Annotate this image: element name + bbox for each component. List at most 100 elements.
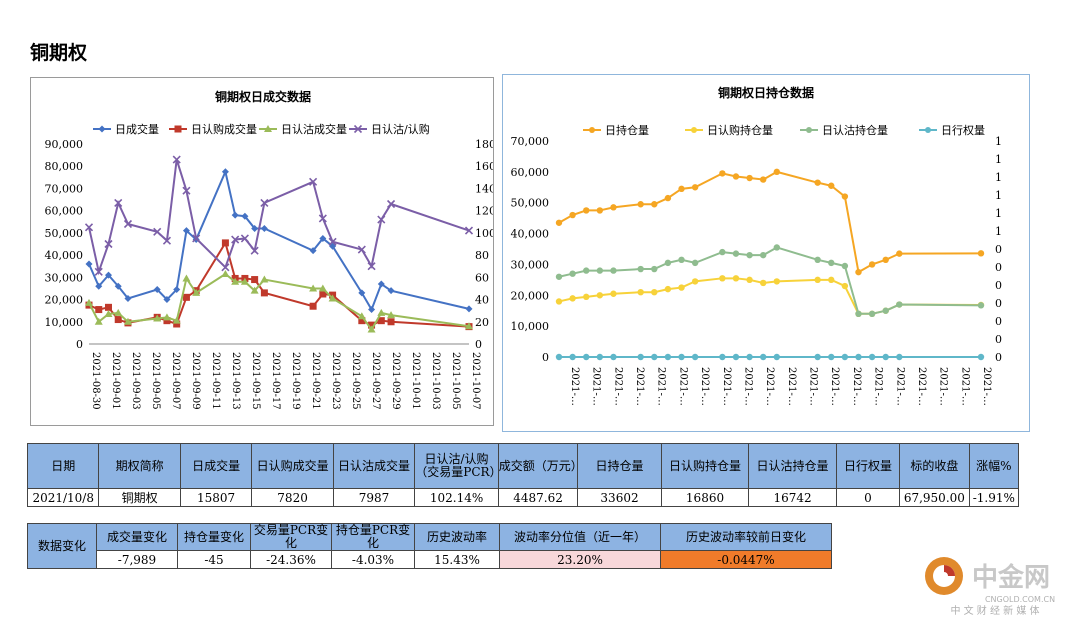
data-point (828, 259, 835, 267)
data-point (882, 307, 889, 314)
x-tick-label: 2021-10-01 (410, 352, 421, 410)
y-left-tick-label: 20,000 (45, 294, 84, 307)
header-cell: 成交额（万元） (497, 443, 583, 489)
data-point (841, 193, 849, 200)
legend-marker (174, 125, 182, 133)
data-point (309, 177, 318, 186)
x-tick-label: 2021-09-05 (150, 352, 161, 410)
x-tick-label: 2021-09-03 (130, 352, 141, 410)
data-point (868, 310, 876, 317)
data-point (828, 182, 835, 189)
data-point (732, 173, 740, 180)
data-point (318, 214, 327, 223)
data-point (221, 270, 230, 277)
y-left-tick-label: 10,000 (511, 320, 550, 333)
y-right-tick-label: 1 (995, 207, 1002, 220)
series-line (558, 170, 982, 274)
y-left-tick-label: 70,000 (45, 182, 84, 195)
data-point (250, 286, 259, 294)
daily-volume-chart: 铜期权日成交数据 90,000 80,000 70,000 60,000 50,000 4… (30, 77, 496, 426)
data-point (162, 313, 171, 321)
data-point (368, 306, 376, 314)
x-tick-label: 2021-… (786, 367, 797, 406)
data-point (596, 353, 604, 361)
x-tick-label: 2021-09-27 (370, 352, 381, 410)
legend-label: 日认沽成交量 (281, 122, 347, 136)
data-point (95, 282, 103, 290)
data-point (94, 317, 103, 325)
y-left-tick-label: 30,000 (511, 258, 550, 271)
x-tick-label: 2021-09-09 (190, 352, 201, 410)
y-right-tick-label: 0 (995, 297, 1002, 310)
data-point (868, 353, 876, 361)
data-point (678, 284, 685, 291)
x-tick-label: 2021-09-01 (110, 352, 121, 410)
header-cell: 日认购持仓量 (660, 443, 750, 489)
data-point (123, 219, 133, 229)
data-point (637, 201, 644, 208)
header-cell: 持仓量PCR变化 (331, 523, 415, 551)
data-point (377, 308, 386, 316)
header-cell: 历史波动率较前日变化 (660, 523, 832, 551)
data-point (855, 353, 862, 361)
data-point (678, 185, 685, 193)
data-point (814, 179, 821, 186)
data-point (114, 308, 123, 316)
x-tick-label: 2021-… (699, 367, 710, 406)
data-point (377, 280, 385, 288)
table-row: -7,989 -45 -24.36% -4.03% 15.43% 23.20% … (28, 550, 832, 569)
y-right-tick-label: 40 (475, 294, 489, 307)
y-right-tick-label: 0 (995, 243, 1002, 256)
data-point (773, 353, 781, 361)
data-point (94, 267, 103, 276)
x-tick-label: 2021-09-25 (350, 352, 361, 410)
data-change-label: 数据变化 (27, 523, 97, 569)
data-point (841, 262, 849, 270)
data-point (569, 211, 576, 219)
data-point (664, 285, 672, 293)
header-cell: 日持仓量 (577, 443, 662, 489)
data-point (231, 235, 240, 244)
data-point (678, 353, 685, 361)
x-tick-label: 2021-… (612, 367, 623, 406)
data-point (828, 353, 835, 361)
x-tick-label: 2021-… (829, 367, 840, 406)
series-line (88, 272, 470, 332)
table-header-row: 日期 期权简称 日成交量 日认购成交量 日认沽成交量 日认沽/认购（交易量PCR… (26, 443, 1020, 489)
y-left-tick-label: 90,000 (45, 138, 84, 151)
data-point (828, 276, 835, 284)
legend-marker (806, 127, 812, 133)
data-point (104, 303, 112, 311)
legend-label: 日认沽/认购 (371, 122, 430, 136)
table-cell: 7820 (251, 488, 334, 507)
data-point (192, 234, 201, 243)
legend-label: 日认沽持仓量 (822, 123, 888, 137)
table-cell: 67,950.00 (899, 488, 970, 507)
y-right-tick-label: 0 (475, 338, 482, 351)
x-tick-label: 2021-10-07 (470, 352, 481, 410)
header-cell: 持仓量变化 (177, 523, 251, 551)
data-point (555, 219, 563, 226)
data-point (260, 224, 268, 232)
x-tick-label: 2021-… (721, 367, 732, 406)
x-tick-label: 2021-… (569, 367, 580, 406)
data-point (583, 267, 590, 274)
legend-label: 日行权量 (941, 124, 985, 137)
data-point (746, 251, 753, 259)
legend-label: 日认购成交量 (191, 122, 257, 136)
data-point (387, 318, 395, 326)
legend-marker (264, 125, 272, 132)
data-point (678, 256, 685, 263)
data-point (664, 259, 672, 267)
data-point (464, 226, 474, 235)
logo-name: 中金网 (972, 562, 1050, 593)
y-right-tick-label: 120 (475, 205, 493, 218)
data-point (773, 168, 781, 176)
logo-domain: CNGOLD.COM.CN (985, 595, 1055, 604)
data-point (377, 317, 385, 325)
x-tick-label: 2021-09-11 (210, 352, 221, 410)
data-point (260, 198, 269, 207)
data-point (153, 314, 162, 322)
table-cell: -24.36% (250, 550, 332, 569)
data-point (367, 325, 376, 333)
